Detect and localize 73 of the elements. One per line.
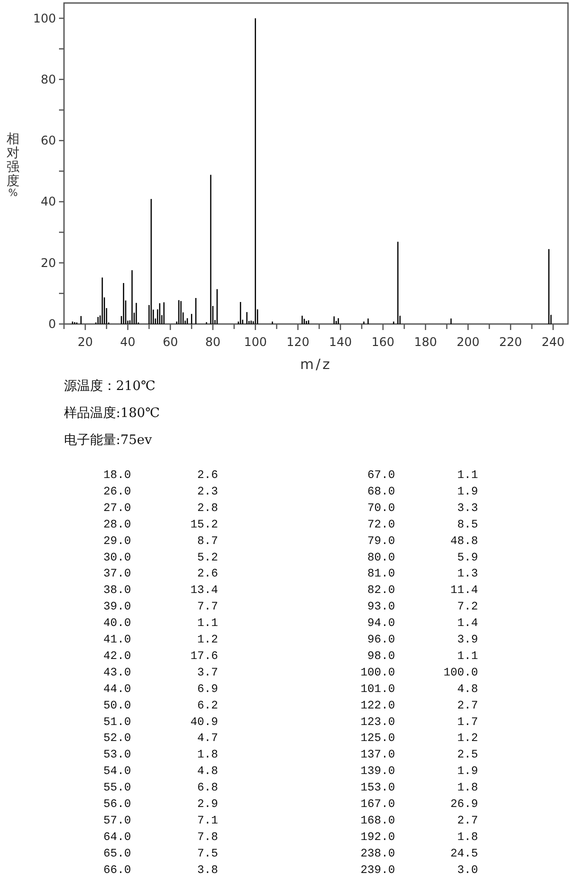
y-tick-label: 20	[40, 256, 56, 270]
text: 66.0 3.8	[103, 864, 218, 877]
y-tick-label: 100	[33, 11, 56, 26]
x-tick-label: 60	[162, 335, 178, 349]
text: 52.0 4.7	[103, 732, 218, 746]
text: 电子能量:75ev	[64, 433, 153, 448]
text: 80.0 5.9	[367, 551, 478, 564]
text: 57.0 7.1	[103, 814, 218, 828]
text: 70.0 3.3	[367, 502, 478, 515]
text: 101.0 4.8	[360, 682, 478, 696]
text: 30.0 5.2	[103, 551, 218, 564]
y-tick-label: 40	[40, 194, 56, 209]
text: 98.0 1.1	[367, 650, 478, 663]
text: 40.0 1.1	[103, 617, 218, 630]
text: 65.0 7.5	[103, 847, 218, 860]
text: 39.0 7.7	[103, 600, 218, 614]
x-tick-label: 20	[78, 335, 93, 349]
text: 41.0 1.2	[103, 634, 218, 646]
text: 153.0 1.8	[360, 782, 478, 795]
text: 94.0 1.4	[367, 617, 478, 630]
x-tick-label: 240	[542, 335, 565, 349]
text: 79.0 48.8	[367, 534, 478, 548]
text: 50.0 6.2	[103, 699, 218, 712]
text: 239.0 3.0	[360, 864, 478, 877]
text: 28.0 15.2	[103, 518, 218, 532]
text: 96.0 3.9	[367, 634, 478, 646]
text: 123.0 1.7	[360, 716, 478, 729]
text: 168.0 2.7	[360, 814, 478, 828]
text: 82.0 11.4	[367, 584, 478, 598]
x-tick-label: 160	[372, 335, 394, 349]
text: 238.0 24.5	[360, 847, 478, 860]
text: 27.0 2.8	[103, 502, 218, 515]
text: 37.0 2.6	[103, 568, 218, 581]
x-tick-label: 220	[499, 335, 522, 349]
text: 55.0 6.8	[103, 782, 218, 795]
y-tick-label: 80	[40, 72, 56, 86]
text: 56.0 2.9	[103, 798, 218, 811]
x-tick-label: 40	[120, 335, 136, 349]
y-tick-label: 0	[48, 317, 56, 331]
text: 68.0 1.9	[367, 485, 478, 498]
x-tick-label: 200	[456, 335, 480, 349]
text: 18.0 2.6	[103, 469, 218, 482]
text: 29.0 8.7	[103, 534, 218, 548]
text: 137.0 2.5	[360, 748, 478, 762]
text: 43.0 3.7	[103, 666, 218, 680]
text: 125.0 1.2	[360, 732, 478, 746]
text: 167.0 26.9	[360, 798, 478, 811]
text: 81.0 1.3	[367, 568, 478, 581]
y-axis-title: 相对强度%	[6, 132, 20, 199]
text: 122.0 2.7	[360, 699, 478, 712]
text: 192.0 1.8	[360, 830, 478, 844]
text: 44.0 6.9	[103, 682, 218, 696]
text: 38.0 13.4	[103, 584, 218, 598]
text: 样品温度:180℃	[64, 405, 160, 421]
x-tick-label: 180	[414, 335, 437, 349]
text: 64.0 7.8	[103, 830, 218, 844]
text: 54.0 4.8	[103, 765, 218, 778]
y-tick-label: 60	[40, 134, 56, 148]
x-tick-label: 140	[329, 335, 352, 349]
x-tick-label: 120	[286, 335, 310, 349]
text: 42.0 17.6	[103, 650, 218, 663]
text: 67.0 1.1	[367, 469, 478, 482]
text: 100.0 100.0	[360, 666, 478, 680]
text: 源温度：210℃	[64, 378, 156, 394]
text: 26.0 2.3	[103, 485, 218, 498]
text: 53.0 1.8	[103, 748, 218, 762]
x-tick-label: 80	[205, 335, 220, 349]
text: 93.0 7.2	[367, 600, 478, 614]
x-tick-label: 100	[244, 335, 267, 349]
text: 51.0 40.9	[103, 716, 218, 729]
text: 139.0 1.9	[360, 765, 478, 778]
x-axis-title: m/z	[300, 357, 332, 373]
text: 72.0 8.5	[367, 518, 478, 532]
